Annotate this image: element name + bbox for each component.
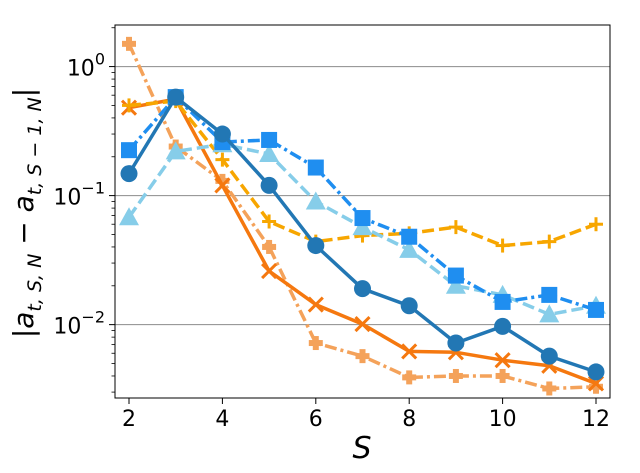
data-point bbox=[542, 381, 557, 396]
x-tick-label: 10 bbox=[489, 407, 517, 432]
data-point bbox=[542, 234, 557, 249]
data-point bbox=[587, 301, 604, 318]
data-point bbox=[167, 88, 185, 106]
data-point bbox=[120, 165, 138, 183]
data-point bbox=[307, 159, 324, 176]
data-point bbox=[307, 296, 324, 313]
data-point bbox=[354, 280, 371, 298]
data-point bbox=[165, 141, 186, 160]
data-point bbox=[259, 144, 280, 163]
y-tick-label: 10−1 bbox=[53, 179, 105, 211]
series-light-orange-plus bbox=[122, 36, 603, 396]
data-point bbox=[448, 368, 463, 383]
data-point bbox=[352, 217, 373, 236]
series-layer bbox=[119, 36, 606, 396]
data-point bbox=[540, 347, 558, 365]
data-point bbox=[448, 220, 463, 235]
data-point bbox=[494, 317, 512, 335]
data-point bbox=[494, 352, 511, 369]
series-blue-square-line bbox=[127, 95, 597, 312]
x-tick-label: 8 bbox=[402, 407, 416, 432]
y-axis-label: |at, S, N − at, S − 1, N| bbox=[7, 88, 46, 338]
data-point bbox=[400, 297, 418, 315]
data-point bbox=[399, 239, 420, 258]
data-point bbox=[213, 125, 231, 143]
data-point bbox=[495, 368, 510, 383]
y-tick-label: 100 bbox=[67, 50, 105, 82]
data-point bbox=[215, 152, 230, 167]
data-point bbox=[495, 238, 510, 253]
y-axis: 10−2 10−1 100 bbox=[53, 27, 115, 393]
data-point bbox=[494, 293, 511, 310]
series-steelblue-circle bbox=[120, 88, 605, 381]
data-point bbox=[122, 36, 137, 51]
data-point bbox=[445, 275, 466, 294]
y-tick-label: 10−2 bbox=[53, 308, 105, 340]
data-point bbox=[588, 217, 603, 232]
data-point bbox=[260, 176, 278, 194]
x-tick-label: 6 bbox=[309, 407, 323, 432]
data-point bbox=[261, 263, 278, 280]
data-point bbox=[305, 191, 326, 210]
data-point bbox=[262, 239, 277, 254]
data-point bbox=[402, 370, 417, 385]
x-tick-label: 2 bbox=[122, 407, 136, 432]
data-point bbox=[119, 207, 140, 226]
data-point bbox=[214, 177, 231, 194]
data-point bbox=[354, 316, 371, 333]
data-point bbox=[401, 228, 418, 245]
data-point bbox=[121, 142, 138, 159]
x-tick-label: 4 bbox=[215, 407, 229, 432]
data-point bbox=[307, 237, 325, 255]
data-point bbox=[587, 363, 605, 381]
plot-frame bbox=[114, 24, 611, 399]
x-axis: 2 4 6 8 10 12 bbox=[122, 398, 610, 432]
data-point bbox=[447, 267, 464, 284]
x-axis-label: S bbox=[352, 431, 371, 466]
data-point bbox=[541, 286, 558, 303]
data-point bbox=[401, 343, 418, 360]
data-point bbox=[447, 334, 465, 352]
data-point bbox=[308, 336, 323, 351]
data-point bbox=[262, 214, 277, 229]
data-point bbox=[539, 304, 560, 323]
data-point bbox=[355, 349, 370, 364]
data-point bbox=[261, 131, 278, 148]
x-tick-label: 12 bbox=[582, 407, 610, 432]
data-point bbox=[122, 98, 137, 113]
data-point bbox=[354, 210, 371, 227]
